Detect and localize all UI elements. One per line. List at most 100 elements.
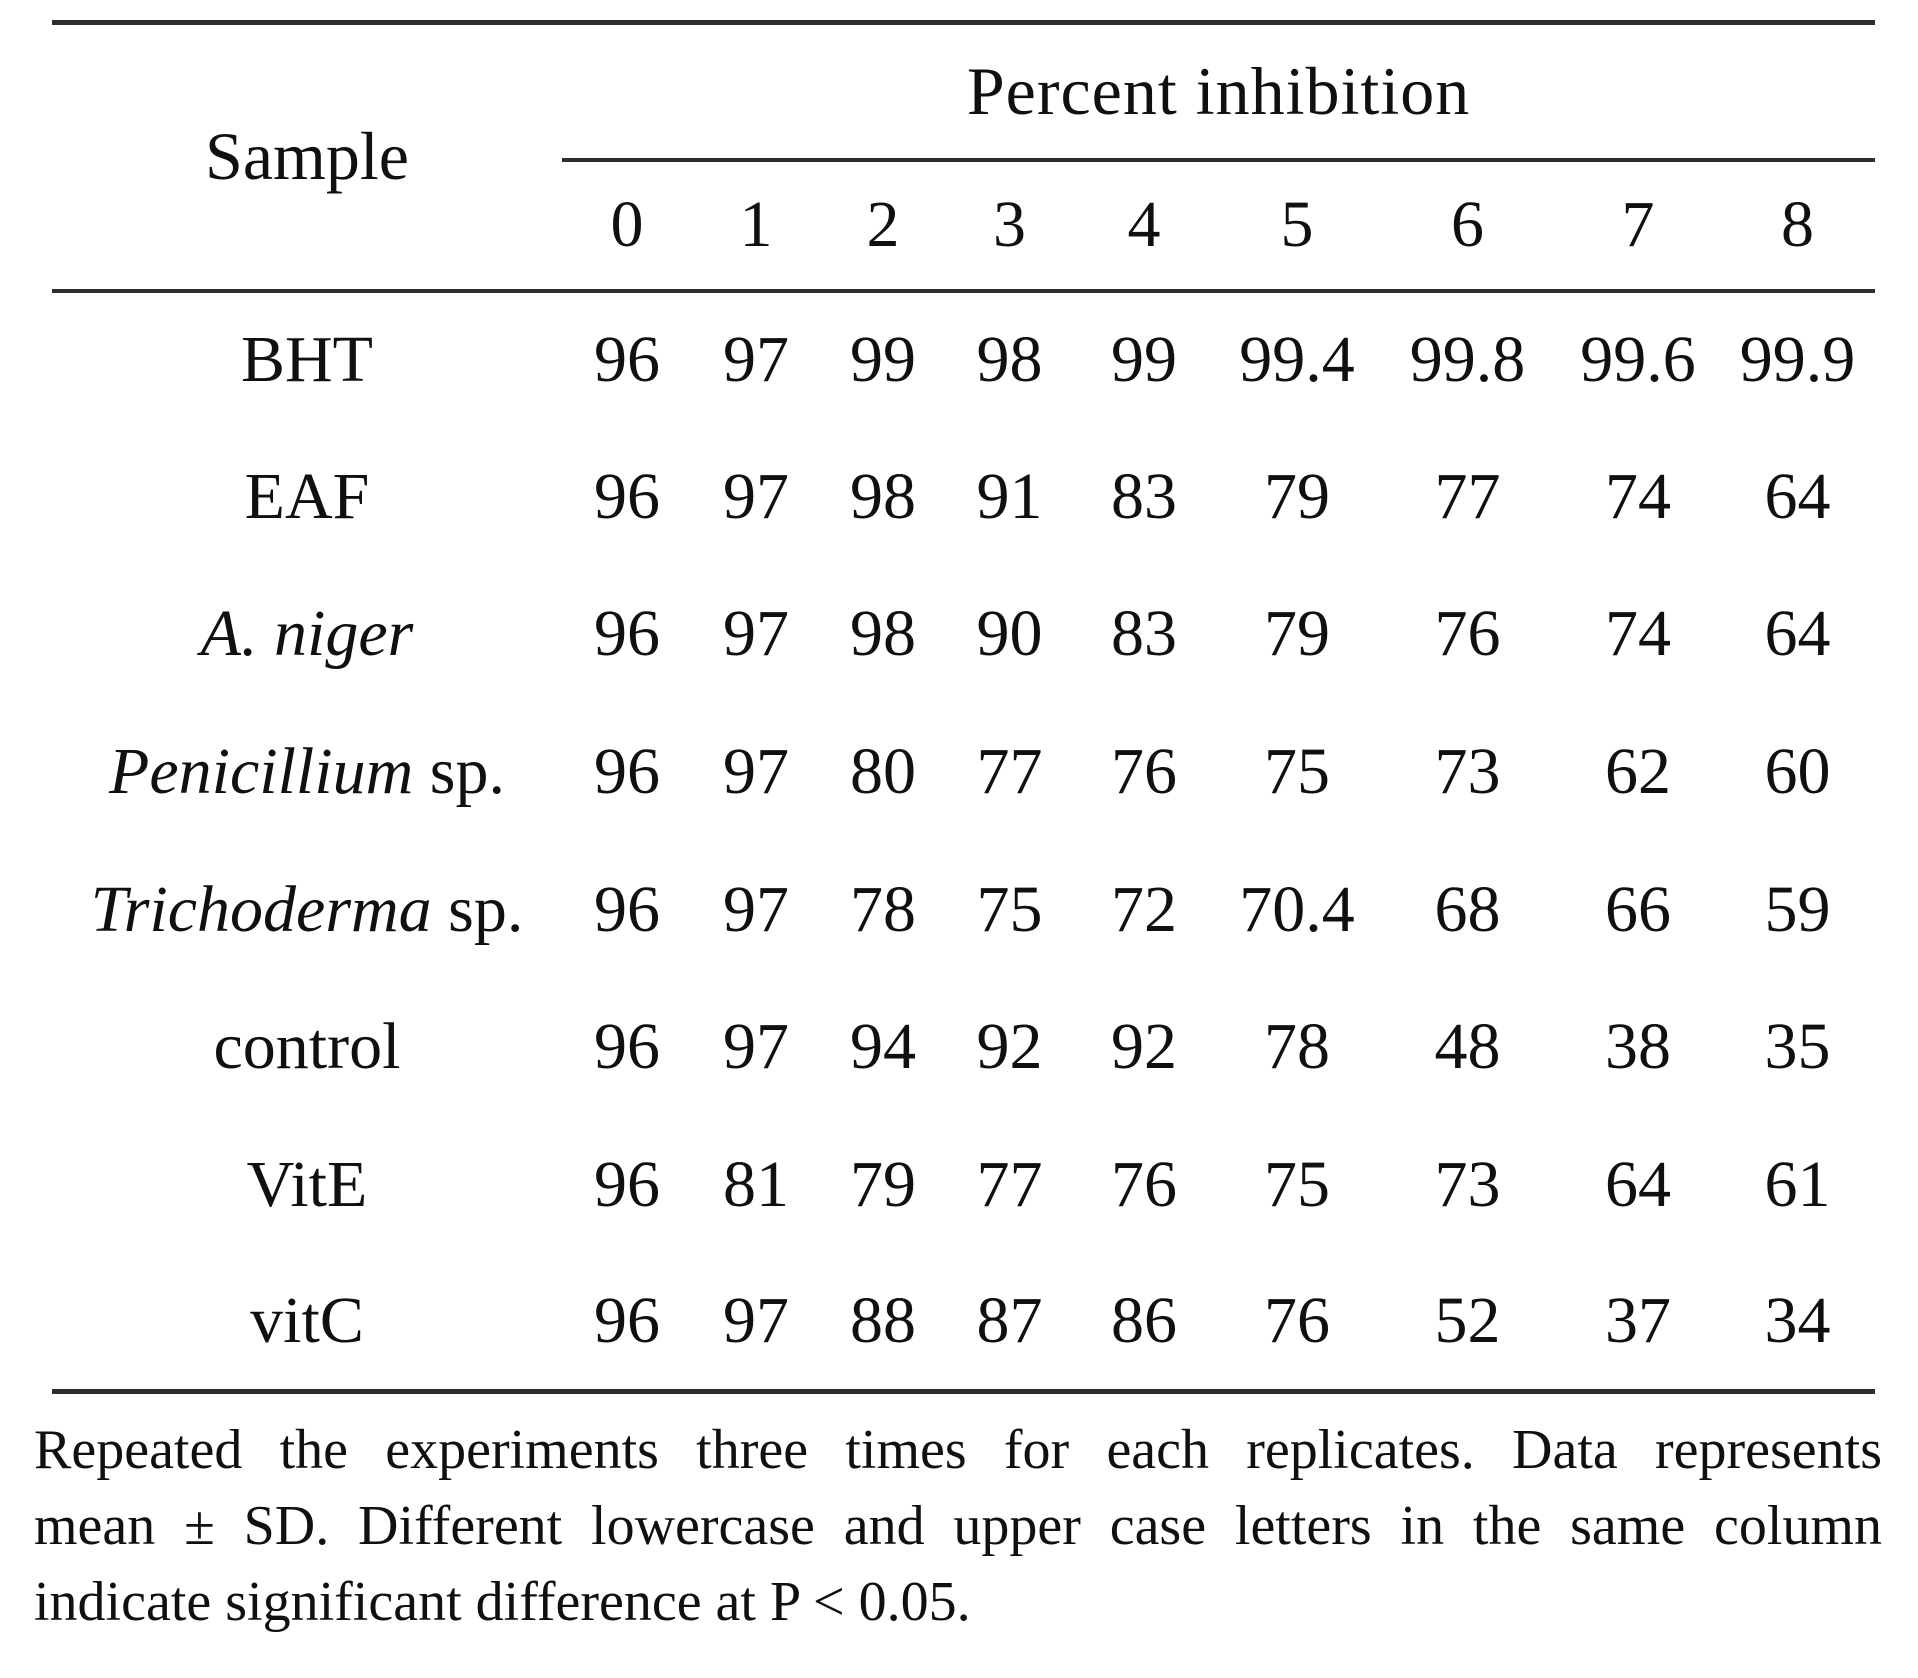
table-footnote: Repeated the experiments three times for… xyxy=(34,1412,1882,1640)
value-cell: 96 xyxy=(594,459,660,533)
value-cell: 66 xyxy=(1605,872,1671,946)
value-cell: 76 xyxy=(1111,735,1177,809)
value-cell: 96 xyxy=(594,735,660,809)
value-cell: 97 xyxy=(723,459,789,533)
value-cell: 97 xyxy=(723,323,789,397)
table-row: Trichoderma sp. 96 97 78 75 72 70.4 68 66 59 xyxy=(52,841,1875,979)
value-cell: 76 xyxy=(1434,597,1501,671)
column-header: 5 xyxy=(1215,159,1379,293)
row-label: control xyxy=(52,978,562,1116)
value-cell: 52 xyxy=(1434,1284,1501,1358)
value-cell: 94 xyxy=(850,1010,916,1084)
value-cell: 79 xyxy=(1264,459,1330,533)
group-header-row: Sample Percent inhibition xyxy=(52,22,1876,293)
value-cell: 74 xyxy=(1605,597,1671,671)
table-row: vitC 96 97 88 87 86 76 52 37 34 xyxy=(52,1254,1875,1392)
value-cell: 96 xyxy=(594,597,660,671)
value-cell: 88 xyxy=(850,1284,916,1358)
row-label: vitC xyxy=(52,1254,562,1392)
footnote-line: Repeated the experiments three times for… xyxy=(34,1419,1882,1481)
value-cell: 99.9 xyxy=(1739,323,1856,397)
value-cell: 64 xyxy=(1764,597,1831,671)
column-header: 1 xyxy=(692,159,820,293)
row-label-text: sp. xyxy=(413,735,505,809)
value-cell: 68 xyxy=(1434,872,1501,946)
value-cell: 60 xyxy=(1764,735,1831,809)
sample-column-header: Sample xyxy=(52,22,562,293)
row-label-species: Trichoderma xyxy=(90,872,432,946)
value-cell: 98 xyxy=(850,597,916,671)
row-label-text: BHT xyxy=(241,323,373,397)
percent-inhibition-header: Percent inhibition xyxy=(562,22,1876,162)
column-header: 2 xyxy=(820,159,946,293)
row-label: Trichoderma sp. xyxy=(52,841,562,979)
row-label-text: sp. xyxy=(431,872,524,946)
value-cell: 70.4 xyxy=(1239,872,1355,946)
value-cell: 96 xyxy=(594,323,660,397)
table-row: Penicillium sp. 96 97 80 77 76 75 73 62 60 xyxy=(52,703,1875,841)
value-cell: 96 xyxy=(594,872,660,946)
row-label-species: Penicillium xyxy=(109,735,414,809)
footnote-line: mean ± SD. Different lowercase and upper… xyxy=(34,1495,1882,1557)
value-cell: 81 xyxy=(723,1147,789,1221)
row-label-species: A. niger xyxy=(200,597,414,671)
value-cell: 86 xyxy=(1111,1284,1177,1358)
value-cell: 97 xyxy=(723,1284,789,1358)
value-cell: 73 xyxy=(1434,735,1501,809)
row-label: A. niger xyxy=(52,566,562,704)
value-cell: 38 xyxy=(1605,1010,1671,1084)
value-cell: 87 xyxy=(976,1284,1043,1358)
value-cell: 97 xyxy=(723,1010,789,1084)
row-label-text: VitE xyxy=(246,1147,368,1221)
value-cell: 91 xyxy=(976,459,1043,533)
value-cell: 77 xyxy=(976,1147,1043,1221)
column-header: 6 xyxy=(1379,159,1556,293)
value-cell: 80 xyxy=(850,735,916,809)
value-cell: 99 xyxy=(1111,323,1177,397)
column-header: 3 xyxy=(946,159,1073,293)
value-cell: 98 xyxy=(976,323,1043,397)
value-cell: 96 xyxy=(594,1010,660,1084)
column-header: 7 xyxy=(1556,159,1720,293)
value-cell: 96 xyxy=(594,1147,660,1221)
value-cell: 79 xyxy=(850,1147,916,1221)
value-cell: 72 xyxy=(1111,872,1177,946)
value-cell: 79 xyxy=(1264,597,1330,671)
value-cell: 97 xyxy=(723,597,789,671)
value-cell: 35 xyxy=(1764,1010,1831,1084)
row-label: Penicillium sp. xyxy=(52,703,562,841)
column-header: 8 xyxy=(1720,159,1876,293)
value-cell: 34 xyxy=(1764,1284,1831,1358)
value-cell: 64 xyxy=(1605,1147,1671,1221)
value-cell: 99.6 xyxy=(1580,323,1696,397)
value-cell: 48 xyxy=(1434,1010,1501,1084)
table-row: A. niger 96 97 98 90 83 79 76 74 64 xyxy=(52,566,1875,704)
value-cell: 92 xyxy=(976,1010,1043,1084)
value-cell: 77 xyxy=(1434,459,1501,533)
value-cell: 74 xyxy=(1605,459,1671,533)
value-cell: 75 xyxy=(1264,735,1330,809)
value-cell: 77 xyxy=(976,735,1043,809)
value-cell: 97 xyxy=(723,735,789,809)
value-cell: 76 xyxy=(1111,1147,1177,1221)
value-cell: 96 xyxy=(594,1284,660,1358)
table-row: EAF 96 97 98 91 83 79 77 74 64 xyxy=(52,428,1875,566)
row-label: VitE xyxy=(52,1116,562,1254)
value-cell: 83 xyxy=(1111,597,1177,671)
table-row: control 96 97 94 92 92 78 48 38 35 xyxy=(52,978,1875,1116)
row-label-text: EAF xyxy=(244,459,370,533)
value-cell: 90 xyxy=(976,597,1043,671)
value-cell: 78 xyxy=(1264,1010,1330,1084)
value-cell: 99.8 xyxy=(1409,323,1526,397)
column-header: 4 xyxy=(1073,159,1215,293)
value-cell: 75 xyxy=(976,872,1043,946)
value-cell: 62 xyxy=(1605,735,1671,809)
row-label: BHT xyxy=(52,291,562,429)
column-header: 0 xyxy=(562,159,692,293)
table-row: BHT 96 97 99 98 99 99.4 99.8 99.6 99.9 xyxy=(52,291,1875,429)
table-body: BHT 96 97 99 98 99 99.4 99.8 99.6 99.9 EAF 96 97 98 91… xyxy=(52,291,1875,1392)
value-cell: 78 xyxy=(850,872,916,946)
row-label-text: control xyxy=(213,1010,401,1084)
